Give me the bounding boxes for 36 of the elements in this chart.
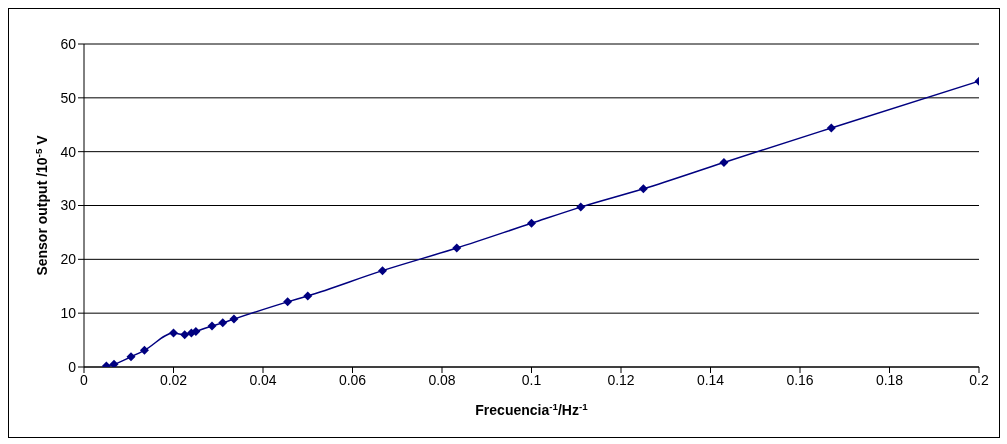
x-tick-label: 0.18	[875, 371, 904, 388]
point	[180, 330, 190, 340]
point	[452, 243, 462, 253]
x-tick-label: 0.14	[696, 371, 725, 388]
point	[576, 202, 586, 212]
x-tick-label: 0	[80, 371, 89, 388]
point	[207, 321, 217, 331]
x-tick-label: 0.04	[249, 371, 277, 388]
point	[527, 218, 536, 228]
point	[169, 328, 178, 338]
y-tick-label: 50	[60, 89, 77, 106]
point	[826, 123, 836, 133]
x-tick-label: 0.08	[428, 371, 456, 388]
point	[638, 184, 648, 194]
x-tick-label: 0.16	[786, 371, 814, 388]
y-tick-label: 20	[60, 251, 77, 268]
y-tick-label: 10	[60, 305, 77, 322]
y-tick-label: 30	[60, 197, 77, 214]
y-tick-label: 0	[68, 358, 77, 375]
y-tick-label: 40	[60, 143, 77, 160]
x-axis-title: Frecuencia$^{-1}$/Hz$^{-1}$	[475, 400, 589, 418]
x-tick-label: 0.12	[607, 371, 635, 388]
point	[229, 314, 239, 324]
point	[377, 266, 387, 276]
point	[218, 318, 228, 328]
point	[283, 297, 293, 307]
point	[126, 352, 136, 362]
y-tick-label: 60	[60, 35, 77, 52]
x-tick-label: 0.06	[338, 371, 367, 388]
point	[109, 359, 119, 367]
x-tick-label: 0.02	[159, 371, 188, 388]
x-tick-label: 0.1	[521, 371, 542, 388]
point	[719, 157, 729, 167]
point	[139, 345, 149, 355]
point	[303, 291, 313, 301]
x-tick-label: 0.2	[969, 371, 989, 388]
